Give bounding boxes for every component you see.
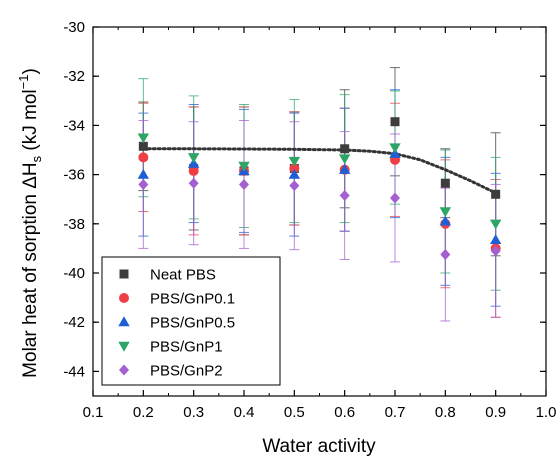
x-tick-label: 0.3 — [183, 404, 204, 421]
legend-item: Neat PBS — [119, 267, 216, 284]
legend-label: Neat PBS — [150, 267, 216, 284]
data-point — [289, 180, 300, 192]
data-point — [188, 177, 199, 189]
data-point — [239, 178, 249, 190]
legend-marker — [118, 341, 130, 352]
data-point — [138, 152, 149, 163]
legend-label: PBS/GnP0.5 — [150, 315, 235, 332]
data-point — [389, 143, 401, 154]
data-point — [238, 161, 250, 172]
legend-item: PBS/GnP0.1 — [119, 291, 235, 308]
trend-line — [141, 147, 498, 195]
x-tick-label: 0.6 — [334, 404, 355, 421]
y-axis-title: Molar heat of sorption ΔHs (kJ mol−1) — [16, 68, 44, 378]
legend-marker — [119, 269, 129, 279]
y-title-superscript: −1 — [16, 75, 31, 90]
legend-item: PBS/GnP1 — [118, 339, 223, 356]
y-title-unit: (kJ mol — [20, 89, 41, 156]
data-point — [187, 153, 200, 164]
data-point — [390, 192, 400, 204]
legend-marker — [119, 364, 129, 376]
legend-box — [101, 256, 281, 386]
x-tick-label: 0.5 — [284, 404, 305, 421]
data-point — [138, 178, 149, 190]
data-point — [138, 141, 148, 151]
legend-label: PBS/GnP2 — [150, 363, 223, 380]
data-point — [489, 234, 502, 244]
y-tick-label: -42 — [63, 314, 85, 331]
x-tick-label: 0.8 — [435, 404, 456, 421]
data-point — [289, 163, 300, 174]
x-tick-label: 0.2 — [133, 404, 154, 421]
data-point — [490, 245, 501, 257]
data-point — [137, 133, 150, 144]
y-tick-label: -40 — [63, 265, 85, 282]
data-point — [390, 117, 400, 127]
legend-marker — [119, 293, 129, 303]
y-tick-label: -38 — [63, 216, 85, 233]
data-point — [338, 163, 351, 174]
x-tick-label: 0.1 — [83, 404, 104, 421]
data-point — [288, 156, 301, 167]
data-point — [188, 165, 199, 176]
y-title-subscript: s — [29, 155, 44, 162]
data-point — [288, 168, 301, 179]
y-tick-label: -44 — [63, 363, 85, 380]
data-point — [489, 219, 502, 230]
data-point — [439, 215, 452, 226]
y-title-close: ) — [20, 68, 41, 74]
data-point — [439, 207, 452, 218]
plot-area — [137, 67, 502, 322]
legend-item: PBS/GnP0.5 — [118, 315, 235, 332]
data-point — [137, 168, 150, 179]
x-axis-title: Water activity — [262, 436, 376, 457]
y-title-main: Molar heat of sorption ΔH — [20, 162, 41, 377]
legend: Neat PBS PBS/GnP0.1 PBS/GnP0.5 PBS/GnP1 PBS/… — [101, 256, 281, 386]
legend-marker — [118, 316, 130, 327]
data-point — [440, 249, 451, 261]
x-tick-label: 1.0 — [536, 404, 557, 421]
data-point — [491, 189, 501, 199]
y-tick-label: -36 — [63, 167, 85, 184]
legend-label: PBS/GnP0.1 — [150, 291, 235, 308]
x-tick-label: 0.9 — [485, 404, 506, 421]
data-point — [340, 144, 350, 154]
series-pbs-gnp1 — [137, 133, 502, 230]
legend-label: PBS/GnP1 — [150, 339, 223, 356]
y-tick-label: -32 — [63, 68, 85, 85]
data-point — [338, 154, 351, 165]
x-tick-label: 0.4 — [234, 404, 255, 421]
data-point — [440, 178, 450, 188]
x-tick-label: 0.7 — [385, 404, 406, 421]
axes: 0.1 0.2 0.3 0.4 0.5 0.6 0.7 0.8 0.9 1.0 -44 -42 -40 -… — [63, 19, 556, 421]
legend-item: PBS/GnP2 — [119, 363, 223, 380]
series-pbs-gnp2 — [138, 177, 501, 261]
y-tick-label: -34 — [63, 117, 85, 134]
y-tick-label: -30 — [63, 19, 85, 36]
data-point — [339, 190, 350, 202]
